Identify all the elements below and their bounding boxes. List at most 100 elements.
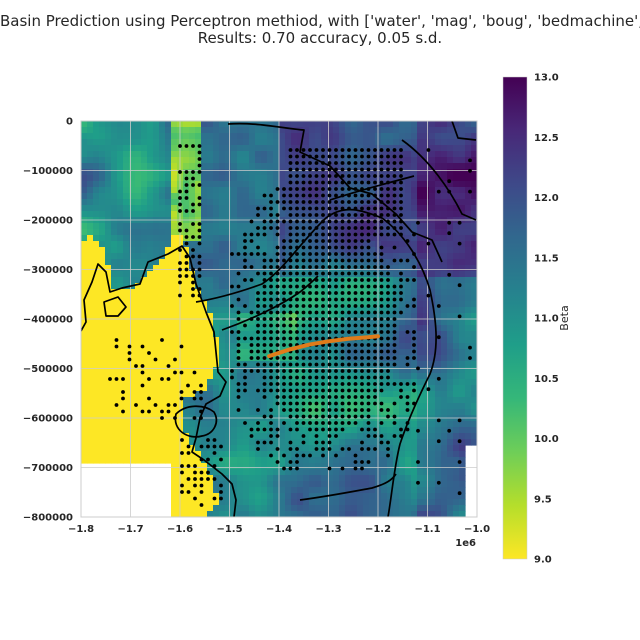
heatmap-cell xyxy=(381,259,388,266)
heatmap-cell xyxy=(243,337,250,344)
heatmap-cell xyxy=(441,331,448,338)
heatmap-cell xyxy=(117,133,124,140)
heatmap-cell xyxy=(105,169,112,176)
heatmap-cell xyxy=(207,259,214,266)
heatmap-cell xyxy=(213,445,220,452)
heatmap-cell xyxy=(267,505,274,512)
heatmap-cell xyxy=(123,343,130,350)
heatmap-cell xyxy=(195,337,202,344)
heatmap-cell xyxy=(243,379,250,386)
heatmap-cell xyxy=(129,271,136,278)
heatmap-cell xyxy=(459,313,466,320)
heatmap-cell xyxy=(393,241,400,248)
heatmap-cell xyxy=(219,391,226,398)
prediction-point xyxy=(405,362,410,367)
prediction-point xyxy=(327,304,332,308)
heatmap-cell xyxy=(237,223,244,230)
prediction-point xyxy=(392,245,397,250)
prediction-point xyxy=(386,232,390,237)
prediction-point xyxy=(366,349,371,354)
heatmap-cell xyxy=(333,121,340,128)
heatmap-cell xyxy=(417,343,424,350)
prediction-point xyxy=(327,167,332,172)
heatmap-cell xyxy=(273,229,280,236)
heatmap-cell xyxy=(117,121,124,128)
heatmap-cell xyxy=(225,289,232,296)
heatmap-cell xyxy=(453,331,460,338)
heatmap-cell xyxy=(363,307,370,314)
heatmap-cell xyxy=(453,343,460,350)
heatmap-cell xyxy=(147,307,154,314)
heatmap-cell xyxy=(369,475,376,482)
prediction-point xyxy=(295,245,299,250)
heatmap-cell xyxy=(279,487,286,494)
heatmap-cell xyxy=(279,481,286,488)
heatmap-cell xyxy=(369,505,376,512)
heatmap-cell xyxy=(267,163,274,170)
heatmap-cell xyxy=(99,349,106,356)
heatmap-cell xyxy=(423,205,430,212)
prediction-point xyxy=(243,232,247,237)
prediction-point xyxy=(373,304,377,308)
heatmap-cell xyxy=(93,187,100,194)
heatmap-cell xyxy=(453,223,460,230)
prediction-point xyxy=(282,291,286,295)
heatmap-cell xyxy=(447,205,454,212)
prediction-point xyxy=(366,193,371,198)
prediction-point xyxy=(314,180,319,185)
heatmap-cell xyxy=(189,139,196,146)
heatmap-cell xyxy=(363,229,370,236)
heatmap-cell xyxy=(159,307,166,314)
heatmap-cell xyxy=(111,211,118,218)
heatmap-cell xyxy=(405,259,412,266)
heatmap-cell xyxy=(141,367,148,374)
prediction-point xyxy=(327,161,332,165)
heatmap-cell xyxy=(249,379,256,386)
heatmap-cell xyxy=(393,151,400,158)
heatmap-cell xyxy=(129,157,136,164)
heatmap-cell xyxy=(309,265,316,272)
heatmap-cell xyxy=(315,301,322,308)
heatmap-cell xyxy=(273,259,280,266)
prediction-point xyxy=(321,226,325,230)
heatmap-cell xyxy=(189,319,196,326)
heatmap-cell xyxy=(369,343,376,350)
heatmap-cell xyxy=(435,181,442,188)
heatmap-cell xyxy=(297,307,304,314)
heatmap-cell xyxy=(189,229,196,236)
heatmap-cell xyxy=(435,259,442,266)
heatmap-cell xyxy=(369,295,376,302)
heatmap-cell xyxy=(129,187,136,194)
heatmap-cell xyxy=(225,193,232,200)
prediction-point xyxy=(379,343,384,347)
heatmap-cell xyxy=(315,403,322,410)
prediction-point xyxy=(301,323,306,328)
heatmap-cell xyxy=(159,301,166,308)
heatmap-cell xyxy=(435,211,442,218)
heatmap-cell xyxy=(303,157,310,164)
heatmap-cell xyxy=(357,313,364,320)
heatmap-cell xyxy=(267,325,274,332)
heatmap-cell xyxy=(171,121,178,128)
heatmap-cell xyxy=(327,457,334,464)
heatmap-cell xyxy=(153,175,160,182)
heatmap-cell xyxy=(219,157,226,164)
heatmap-cell xyxy=(123,199,130,206)
heatmap-cell xyxy=(423,175,430,182)
heatmap-cell xyxy=(297,313,304,320)
prediction-point xyxy=(360,278,364,282)
prediction-point xyxy=(314,323,319,328)
heatmap-cell xyxy=(279,265,286,272)
heatmap-cell xyxy=(441,469,448,476)
heatmap-cell xyxy=(321,403,328,410)
heatmap-cell xyxy=(297,499,304,506)
heatmap-cell xyxy=(201,289,208,296)
heatmap-cell xyxy=(459,421,466,428)
heatmap-cell xyxy=(447,313,454,320)
heatmap-cell xyxy=(165,343,172,350)
heatmap-cell xyxy=(99,151,106,158)
prediction-point xyxy=(399,200,403,204)
heatmap-cell xyxy=(129,181,136,188)
heatmap-cell xyxy=(435,355,442,362)
heatmap-cell xyxy=(147,283,154,290)
